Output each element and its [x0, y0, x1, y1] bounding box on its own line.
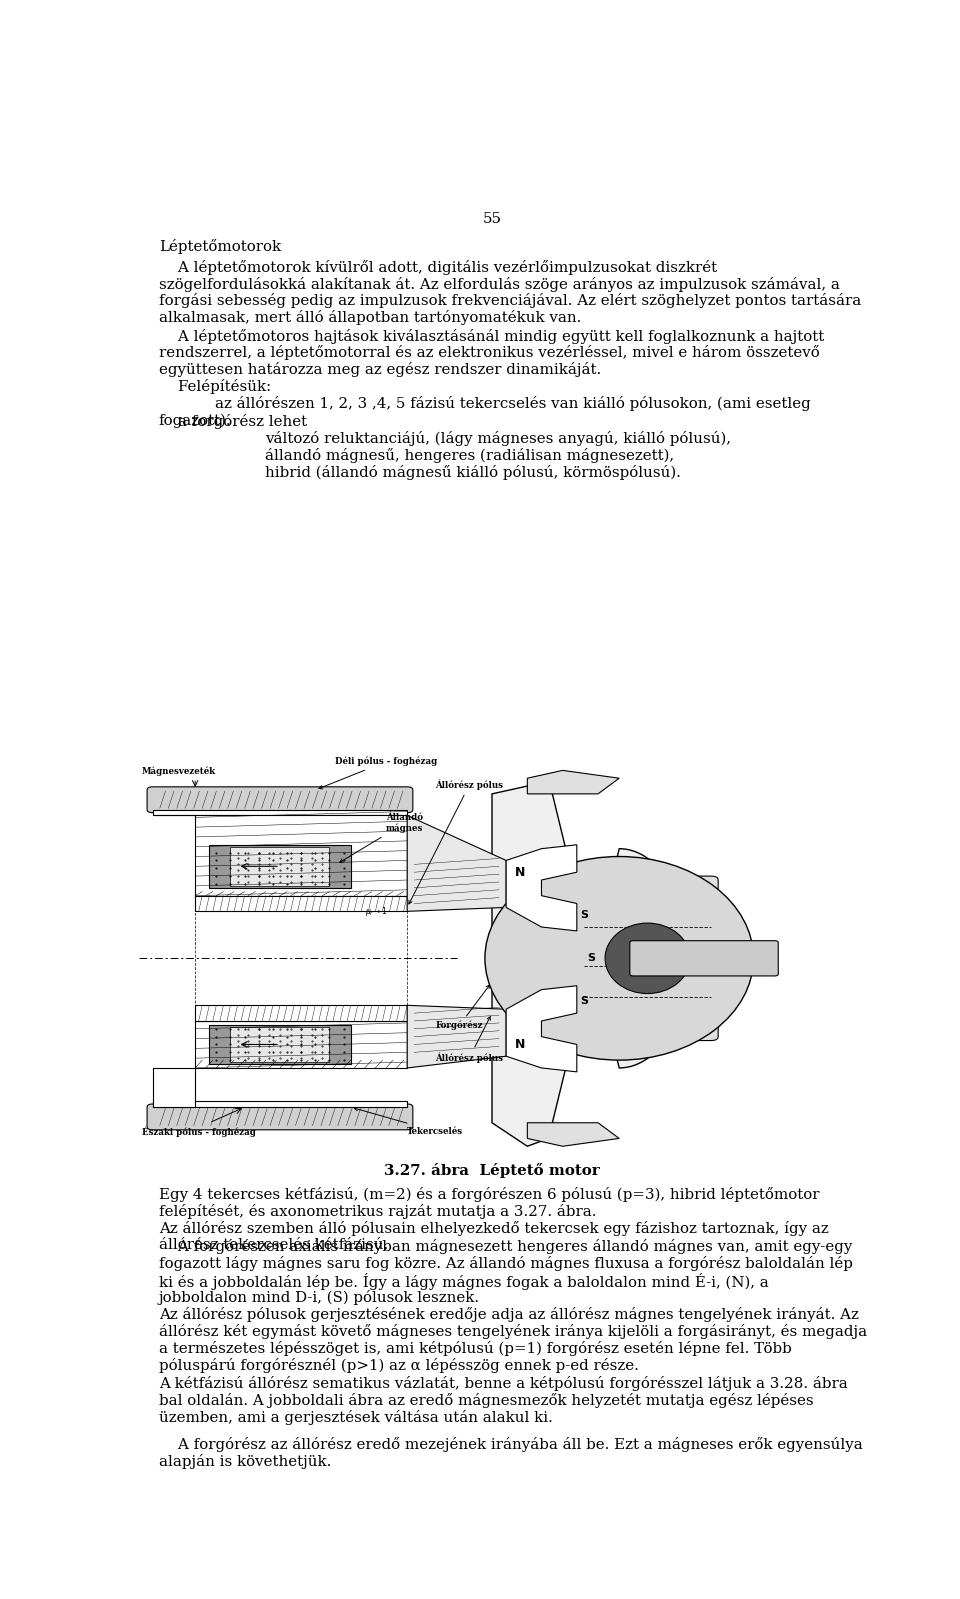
Text: 55: 55: [483, 211, 501, 225]
Text: forgási sebesség pedig az impulzusok frekvenciájával. Az elért szöghelyzet ponto: forgási sebesség pedig az impulzusok fre…: [158, 294, 861, 309]
Text: Az állórész pólusok gerjesztésének eredője adja az állórész mágnes tengelyének i: Az állórész pólusok gerjesztésének eredő…: [158, 1308, 858, 1322]
Text: alapján is követhetjük.: alapján is követhetjük.: [158, 1453, 331, 1468]
Text: a forgórész lehet: a forgórész lehet: [158, 414, 307, 429]
Text: alkalmasak, mert álló állapotban tartónyomatékuk van.: alkalmasak, mert álló állapotban tartóny…: [158, 310, 581, 325]
Text: állórész tekercselés kétfázisú.: állórész tekercselés kétfázisú.: [158, 1238, 388, 1252]
Text: állórész két egymást követő mágneses tengelyének iránya kijelöli a forgásirányt,: állórész két egymást követő mágneses ten…: [158, 1324, 867, 1340]
Text: állandó mágnesű, hengeres (radiálisan mágnesezett),: állandó mágnesű, hengeres (radiálisan má…: [265, 448, 674, 462]
Text: felépítését, és axonometrikus rajzát mutatja a 3.27. ábra.: felépítését, és axonometrikus rajzát mut…: [158, 1204, 596, 1218]
Text: A forgórész az állórész eredő mezejének irányába áll be. Ezt a mágneses erők egy: A forgórész az állórész eredő mezejének …: [158, 1436, 862, 1452]
Text: rendszerrel, a léptetőmotorral és az elektronikus vezérléssel, mivel e három öss: rendszerrel, a léptetőmotorral és az ele…: [158, 345, 820, 360]
Text: A kétfázisú állórész sematikus vázlatát, benne a kétpólusú forgórésszel látjuk a: A kétfázisú állórész sematikus vázlatát,…: [158, 1375, 848, 1391]
Text: Az állórész szemben álló pólusain elhelyezkedő tekercsek egy fázishoz tartoznak,: Az állórész szemben álló pólusain elhely…: [158, 1222, 828, 1236]
Text: 3.27. ábra  Léptető motor: 3.27. ábra Léptető motor: [384, 1162, 600, 1178]
Text: A léptetőmotorok kívülről adott, digitális vezérlőimpulzusokat diszkrét: A léptetőmotorok kívülről adott, digitál…: [158, 259, 717, 275]
Text: ki és a jobboldalán lép be. Így a lágy mágnes fogak a baloldalon mind É-i, (N), : ki és a jobboldalán lép be. Így a lágy m…: [158, 1273, 768, 1290]
Text: a természetes lépésszöget is, ami kétpólusú (p=1) forgórész esetén lépne fel. Tö: a természetes lépésszöget is, ami kétpól…: [158, 1342, 791, 1356]
Text: változó reluktanciájú, (lágy mágneses anyagú, kiálló pólusú),: változó reluktanciájú, (lágy mágneses an…: [265, 430, 732, 446]
Text: póluspárú forgórésznél (p>1) az α lépésszög ennek p-ed része.: póluspárú forgórésznél (p>1) az α lépéss…: [158, 1358, 638, 1374]
Text: Egy 4 tekercses kétfázisú, (m=2) és a forgórészen 6 pólusú (p=3), hibrid léptető: Egy 4 tekercses kétfázisú, (m=2) és a fo…: [158, 1186, 819, 1202]
Text: bal oldalán. A jobboldali ábra az eredő mágnesmezők helyzetét mutatja egész lépé: bal oldalán. A jobboldali ábra az eredő …: [158, 1393, 813, 1407]
Text: fogazott).: fogazott).: [158, 413, 231, 427]
Text: üzemben, ami a gerjesztések váltása után alakul ki.: üzemben, ami a gerjesztések váltása után…: [158, 1410, 553, 1425]
Text: A léptetőmotoros hajtások kiválasztásánál mindig együtt kell foglalkoznunk a haj: A léptetőmotoros hajtások kiválasztásáná…: [158, 328, 824, 344]
Text: Felépítésük:: Felépítésük:: [158, 379, 271, 393]
Text: együttesen határozza meg az egész rendszer dinamikáját.: együttesen határozza meg az egész rendsz…: [158, 363, 601, 377]
Text: az állórészen 1, 2, 3 ,4, 5 fázisú tekercselés van kiálló pólusokon, (ami esetle: az állórészen 1, 2, 3 ,4, 5 fázisú teker…: [215, 397, 811, 411]
Text: hibrid (állandó mágnesű kiálló pólusú, körmöspólusú).: hibrid (állandó mágnesű kiálló pólusú, k…: [265, 465, 681, 480]
Text: jobboldalon mind D-i, (S) pólusok lesznek.: jobboldalon mind D-i, (S) pólusok leszne…: [158, 1290, 480, 1305]
Text: Léptetőmotorok: Léptetőmotorok: [158, 240, 281, 254]
Text: fogazott lágy mágnes saru fog közre. Az állandó mágnes fluxusa a forgórész balol: fogazott lágy mágnes saru fog közre. Az …: [158, 1255, 852, 1271]
Text: szögelfordulásokká alakítanak át. Az elfordulás szöge arányos az impulzusok szám: szögelfordulásokká alakítanak át. Az elf…: [158, 277, 840, 291]
Text: A forgórészen axiális irányban mágnesezett hengeres állandó mágnes van, amit egy: A forgórészen axiális irányban mágneseze…: [158, 1239, 852, 1254]
